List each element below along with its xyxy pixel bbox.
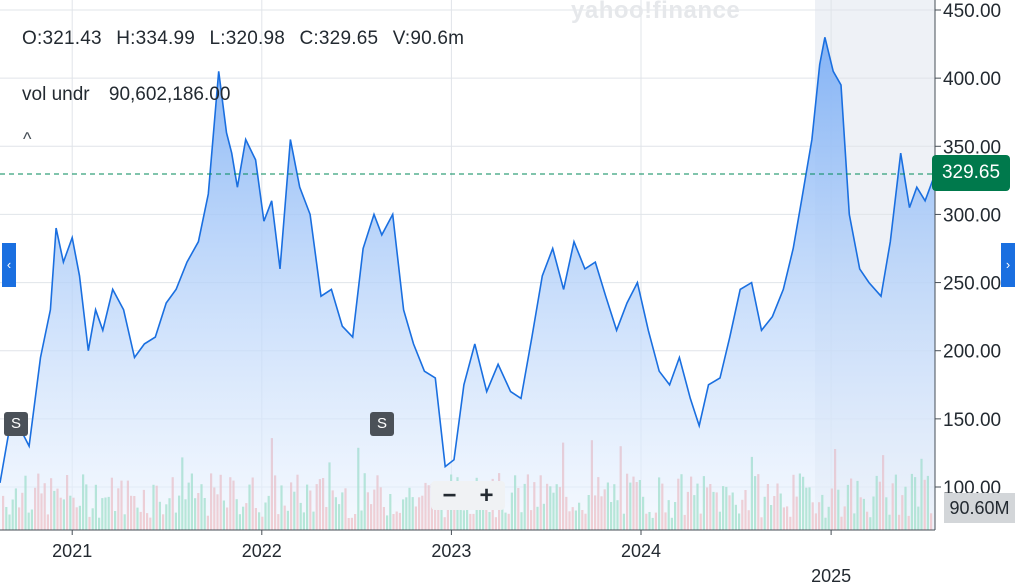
ohlc-readout: O:321.43 H:334.99 L:320.98 C:329.65 V:90… — [22, 28, 473, 50]
y-tick-label: 150.00 — [943, 410, 1001, 431]
x-tick-label: 2022 — [242, 541, 282, 561]
x-tick-label: 2025 — [811, 566, 851, 586]
split-event-badge[interactable]: S — [370, 412, 394, 436]
x-axis-ticks: 2021 2022 2023 2024 2025 — [52, 530, 851, 586]
open-value: O:321.43 — [22, 28, 102, 49]
y-tick-label: 350.00 — [943, 137, 1001, 158]
high-value: H:334.99 — [116, 28, 195, 49]
collapse-chevron-up-icon[interactable]: ^ — [23, 129, 32, 149]
x-tick-label: 2023 — [431, 541, 471, 561]
zoom-out-button[interactable]: − — [442, 482, 457, 509]
x-tick-label: 2021 — [52, 541, 92, 561]
y-tick-label: 450.00 — [943, 1, 1001, 22]
price-area — [0, 37, 935, 531]
last-volume-tag: 90.60M — [944, 493, 1015, 523]
volume-value: V:90.6m — [392, 28, 465, 49]
zoom-in-button[interactable]: + — [479, 482, 494, 509]
scroll-right-chevron-icon[interactable]: › — [1001, 243, 1015, 287]
yahoo-finance-watermark: yahoo!finance — [571, 0, 741, 24]
x-tick-label: 2024 — [621, 541, 661, 561]
y-tick-label: 200.00 — [943, 342, 1001, 363]
y-tick-label: 300.00 — [943, 205, 1001, 226]
price-line — [0, 37, 936, 484]
scroll-left-chevron-icon[interactable]: ‹ — [2, 243, 16, 287]
last-price-tag: 329.65 — [932, 155, 1010, 191]
low-value: L:320.98 — [209, 28, 286, 49]
close-value: C:329.65 — [299, 28, 379, 49]
y-tick-label: 250.00 — [943, 274, 1001, 295]
y-tick-label: 400.00 — [943, 69, 1001, 90]
y-axis-ticks: 450.00 400.00 350.00 300.00 250.00 200.00 150.… — [935, 1, 1001, 499]
zoom-controls: − + — [431, 481, 505, 510]
volume-indicator-value: 90,602,186.00 — [108, 84, 231, 105]
volume-indicator-readout: vol undr 90,602,186.00 — [22, 84, 230, 106]
volume-indicator-label: vol undr — [22, 84, 90, 105]
split-event-badge[interactable]: S — [4, 412, 28, 436]
